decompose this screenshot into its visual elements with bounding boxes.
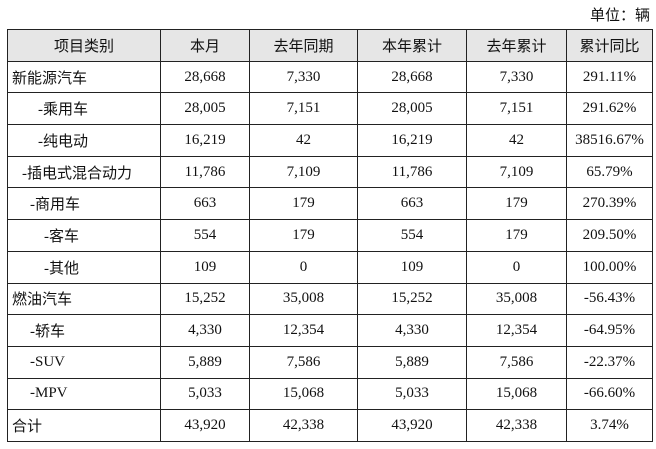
- table-cell: 179: [249, 187, 358, 221]
- table-cell: 28,668: [357, 60, 467, 94]
- table-row: -乘用车 28,005 7,151 28,005 7,151 291.62%: [7, 92, 653, 126]
- table-cell: 554: [357, 219, 467, 252]
- table-row: -纯电动 16,219 42 16,219 42 38516.67%: [7, 124, 653, 157]
- table-cell: 28,668: [160, 60, 250, 94]
- table-cell: -64.95%: [566, 314, 653, 347]
- table-cell: 7,151: [249, 92, 358, 126]
- table-cell: 42,338: [466, 409, 567, 442]
- table-cell: -66.60%: [566, 377, 653, 411]
- table-row: 燃油汽车 15,252 35,008 15,252 35,008 -56.43%: [7, 282, 653, 316]
- table-cell: 42,338: [249, 409, 358, 442]
- table-cell: 7,109: [249, 155, 358, 189]
- sales-table: 项目类别 本月 去年同期 本年累计 去年累计 累计同比 新能源汽车 28,668 7,330 2…: [7, 29, 653, 442]
- column-header: 累计同比: [566, 29, 653, 62]
- table-cell: 7,330: [466, 60, 567, 94]
- table-cell: 16,219: [160, 124, 250, 157]
- row-label: -SUV: [7, 345, 161, 379]
- column-header: 本年累计: [357, 29, 467, 62]
- table-cell: 554: [160, 219, 250, 252]
- table-cell: 5,889: [160, 345, 250, 379]
- table-cell: 15,068: [249, 377, 358, 411]
- table-cell: 100.00%: [566, 250, 653, 284]
- table-row: -插电式混合动力 11,786 7,109 11,786 7,109 65.79%: [7, 155, 653, 189]
- table-cell: -56.43%: [566, 282, 653, 316]
- row-label: 新能源汽车: [7, 60, 161, 94]
- table-cell: 663: [160, 187, 250, 221]
- table-cell: 0: [249, 250, 358, 284]
- table-cell: 11,786: [160, 155, 250, 189]
- table-cell: 3.74%: [566, 409, 653, 442]
- table-cell: 65.79%: [566, 155, 653, 189]
- row-label: -商用车: [7, 187, 161, 221]
- table-cell: 38516.67%: [566, 124, 653, 157]
- column-header: 项目类别: [7, 29, 161, 62]
- table-cell: 7,586: [466, 345, 567, 379]
- table-cell: 12,354: [249, 314, 358, 347]
- table-cell: 43,920: [160, 409, 250, 442]
- row-label: -MPV: [7, 377, 161, 411]
- row-label: -其他: [7, 250, 161, 284]
- header-row: 项目类别 本月 去年同期 本年累计 去年累计 累计同比: [7, 29, 653, 62]
- table-cell: 291.62%: [566, 92, 653, 126]
- table-cell: 7,586: [249, 345, 358, 379]
- table-cell: 0: [466, 250, 567, 284]
- table-cell: 209.50%: [566, 219, 653, 252]
- column-header: 去年累计: [466, 29, 567, 62]
- table-cell: 28,005: [357, 92, 467, 126]
- table-cell: 15,068: [466, 377, 567, 411]
- unit-label: 单位：辆: [589, 8, 650, 24]
- table-cell: 109: [357, 250, 467, 284]
- table-row: -其他 109 0 109 0 100.00%: [7, 250, 653, 284]
- table-cell: 7,109: [466, 155, 567, 189]
- row-label: -插电式混合动力: [7, 155, 161, 189]
- table-cell: 179: [249, 219, 358, 252]
- table-cell: -22.37%: [566, 345, 653, 379]
- table-row: -SUV 5,889 7,586 5,889 7,586 -22.37%: [7, 345, 653, 379]
- table-row: 合计 43,920 42,338 43,920 42,338 3.74%: [7, 409, 653, 442]
- table-cell: 109: [160, 250, 250, 284]
- table-cell: 43,920: [357, 409, 467, 442]
- table-cell: 28,005: [160, 92, 250, 126]
- table-cell: 5,889: [357, 345, 467, 379]
- table-row: -MPV 5,033 15,068 5,033 15,068 -66.60%: [7, 377, 653, 411]
- table-cell: 12,354: [466, 314, 567, 347]
- table-cell: 270.39%: [566, 187, 653, 221]
- row-label: -乘用车: [7, 92, 161, 126]
- table-cell: 4,330: [160, 314, 250, 347]
- row-label: 燃油汽车: [7, 282, 161, 316]
- table-cell: 5,033: [160, 377, 250, 411]
- column-header: 本月: [160, 29, 250, 62]
- table-cell: 4,330: [357, 314, 467, 347]
- table-cell: 15,252: [357, 282, 467, 316]
- table-cell: 5,033: [357, 377, 467, 411]
- row-label: -轿车: [7, 314, 161, 347]
- table-row: -商用车 663 179 663 179 270.39%: [7, 187, 653, 221]
- table-cell: 42: [249, 124, 358, 157]
- column-header: 去年同期: [249, 29, 358, 62]
- table-cell: 291.11%: [566, 60, 653, 94]
- table-cell: 7,151: [466, 92, 567, 126]
- table-cell: 7,330: [249, 60, 358, 94]
- table-cell: 179: [466, 187, 567, 221]
- row-label: -客车: [7, 219, 161, 252]
- row-label: 合计: [7, 409, 161, 442]
- row-label: -纯电动: [7, 124, 161, 157]
- table-row: -客车 554 179 554 179 209.50%: [7, 219, 653, 252]
- table-row: 新能源汽车 28,668 7,330 28,668 7,330 291.11%: [7, 60, 653, 94]
- table-cell: 35,008: [466, 282, 567, 316]
- table-cell: 663: [357, 187, 467, 221]
- table-row: -轿车 4,330 12,354 4,330 12,354 -64.95%: [7, 314, 653, 347]
- table-cell: 35,008: [249, 282, 358, 316]
- table-cell: 11,786: [357, 155, 467, 189]
- table-cell: 179: [466, 219, 567, 252]
- table-cell: 42: [466, 124, 567, 157]
- table-cell: 16,219: [357, 124, 467, 157]
- table-cell: 15,252: [160, 282, 250, 316]
